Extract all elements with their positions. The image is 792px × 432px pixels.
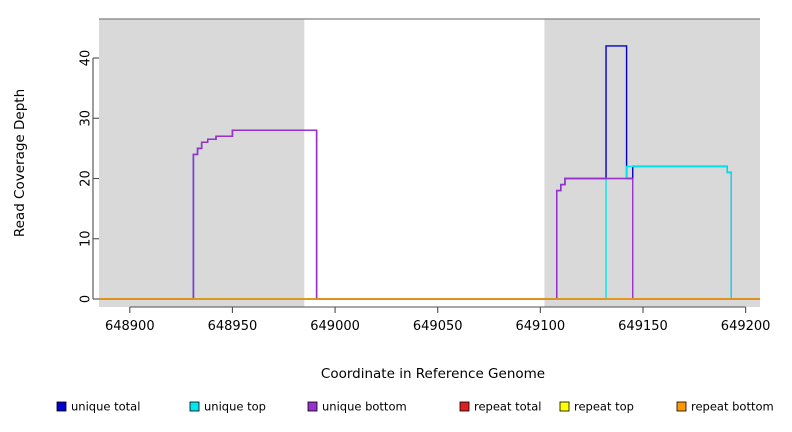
x-tick-label: 649050 (413, 319, 463, 334)
repeat-region-right (544, 19, 760, 307)
series-unique-bottom (99, 129, 760, 300)
x-tick-label: 649000 (310, 319, 360, 334)
legend-label-unique-bottom: unique bottom (322, 400, 407, 414)
legend-swatch-unique-bottom (307, 401, 318, 412)
legend-label-repeat-bottom: repeat bottom (691, 400, 774, 414)
legend-label-unique-total: unique total (71, 400, 140, 414)
chart-legend: unique total unique top unique bottom repea… (56, 400, 774, 414)
legend-swatch-unique-total (56, 401, 67, 412)
x-tick-label: 648900 (105, 319, 155, 334)
legend-label-repeat-total: repeat total (474, 400, 541, 414)
y-axis-title: Read Coverage Depth (12, 89, 28, 237)
legend-label-unique-top: unique top (204, 400, 266, 414)
y-tick-label: 10 (79, 230, 94, 247)
legend-swatch-repeat-bottom (676, 401, 687, 412)
series-unique-top (99, 165, 760, 300)
legend-swatch-unique-top (189, 401, 200, 412)
shaded-repeat-bands (99, 19, 760, 307)
legend-label-repeat-top: repeat top (574, 400, 634, 414)
x-tick-label: 649200 (721, 319, 771, 334)
x-axis-title: Coordinate in Reference Genome (321, 366, 545, 382)
y-axis: 0 10 20 30 40 (79, 50, 99, 303)
x-tick-label: 649100 (516, 319, 566, 334)
y-tick-label: 20 (79, 170, 94, 187)
y-tick-label: 30 (79, 110, 94, 127)
x-axis: 648900 648950 649000 649050 649100 649150 6492… (105, 306, 771, 334)
legend-swatch-repeat-top (559, 401, 570, 412)
x-tick-label: 648950 (208, 319, 258, 334)
repeat-region-left (99, 19, 305, 307)
y-tick-label: 0 (79, 295, 94, 303)
legend-swatch-repeat-total (459, 401, 470, 412)
y-tick-label: 40 (79, 50, 94, 67)
x-tick-label: 649150 (618, 319, 668, 334)
series-layer (99, 45, 760, 300)
